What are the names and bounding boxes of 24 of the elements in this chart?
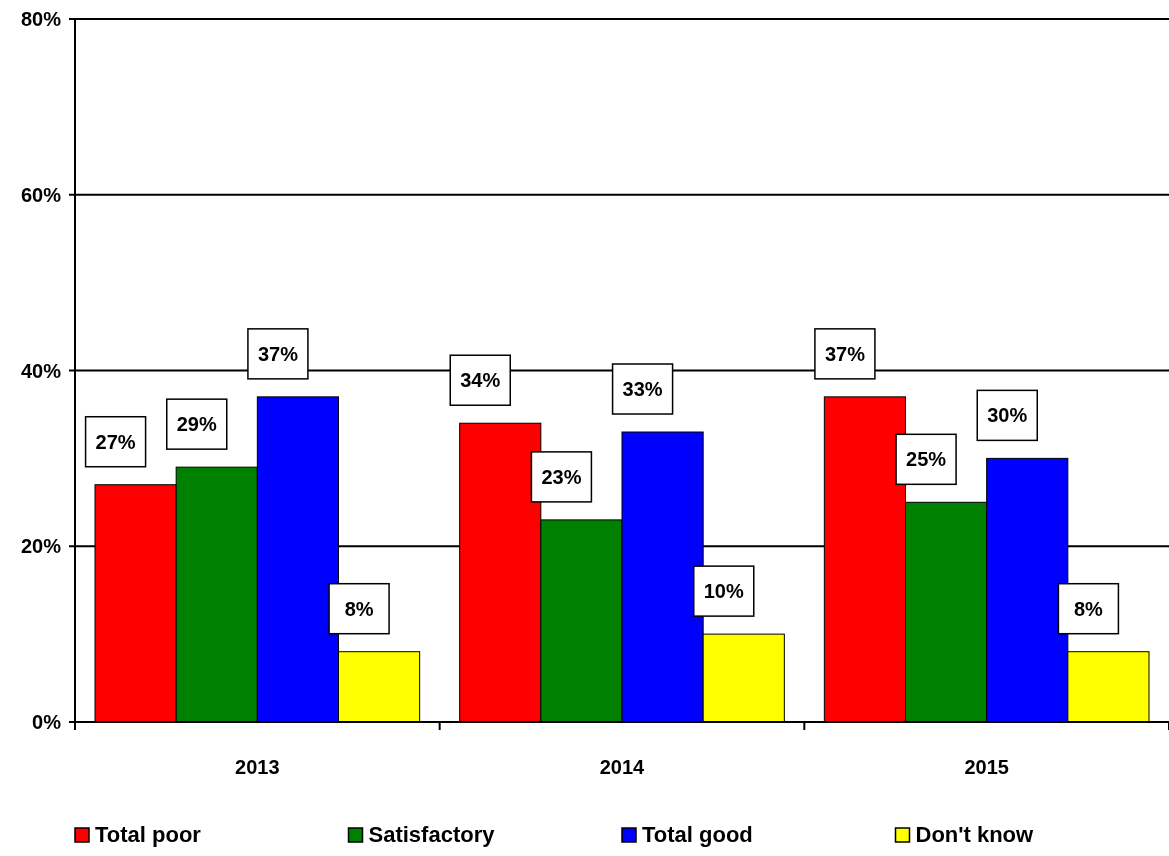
y-tick-label: 0% (32, 711, 62, 733)
y-tick-label: 60% (20, 183, 62, 206)
legend-label: Satisfactory (368, 822, 496, 847)
x-tick-label: 2013 (235, 756, 280, 778)
y-tick-label: 80% (20, 8, 62, 30)
data-label: 27% (95, 430, 136, 453)
x-tick-label: 2014 (599, 756, 646, 778)
data-label: 25% (906, 448, 947, 471)
data-label: 33% (622, 378, 663, 401)
data-label: 37% (824, 342, 866, 365)
data-label: 30% (987, 404, 1028, 427)
data-label: 34% (460, 369, 501, 392)
y-tick-label: 40% (20, 359, 62, 382)
data-label: 8% (344, 597, 374, 620)
x-tick-label: 2015 (964, 756, 1009, 778)
legend-label: Total good (642, 822, 753, 847)
data-label: 8% (1073, 597, 1104, 620)
data-label: 23% (541, 465, 582, 488)
data-label: 10% (703, 580, 744, 603)
y-tick-label: 20% (20, 535, 62, 558)
data-label: 29% (176, 413, 217, 436)
legend-label: Total poor (95, 822, 202, 847)
data-label: 37% (257, 342, 299, 365)
legend-label: Don't know (915, 822, 1035, 847)
